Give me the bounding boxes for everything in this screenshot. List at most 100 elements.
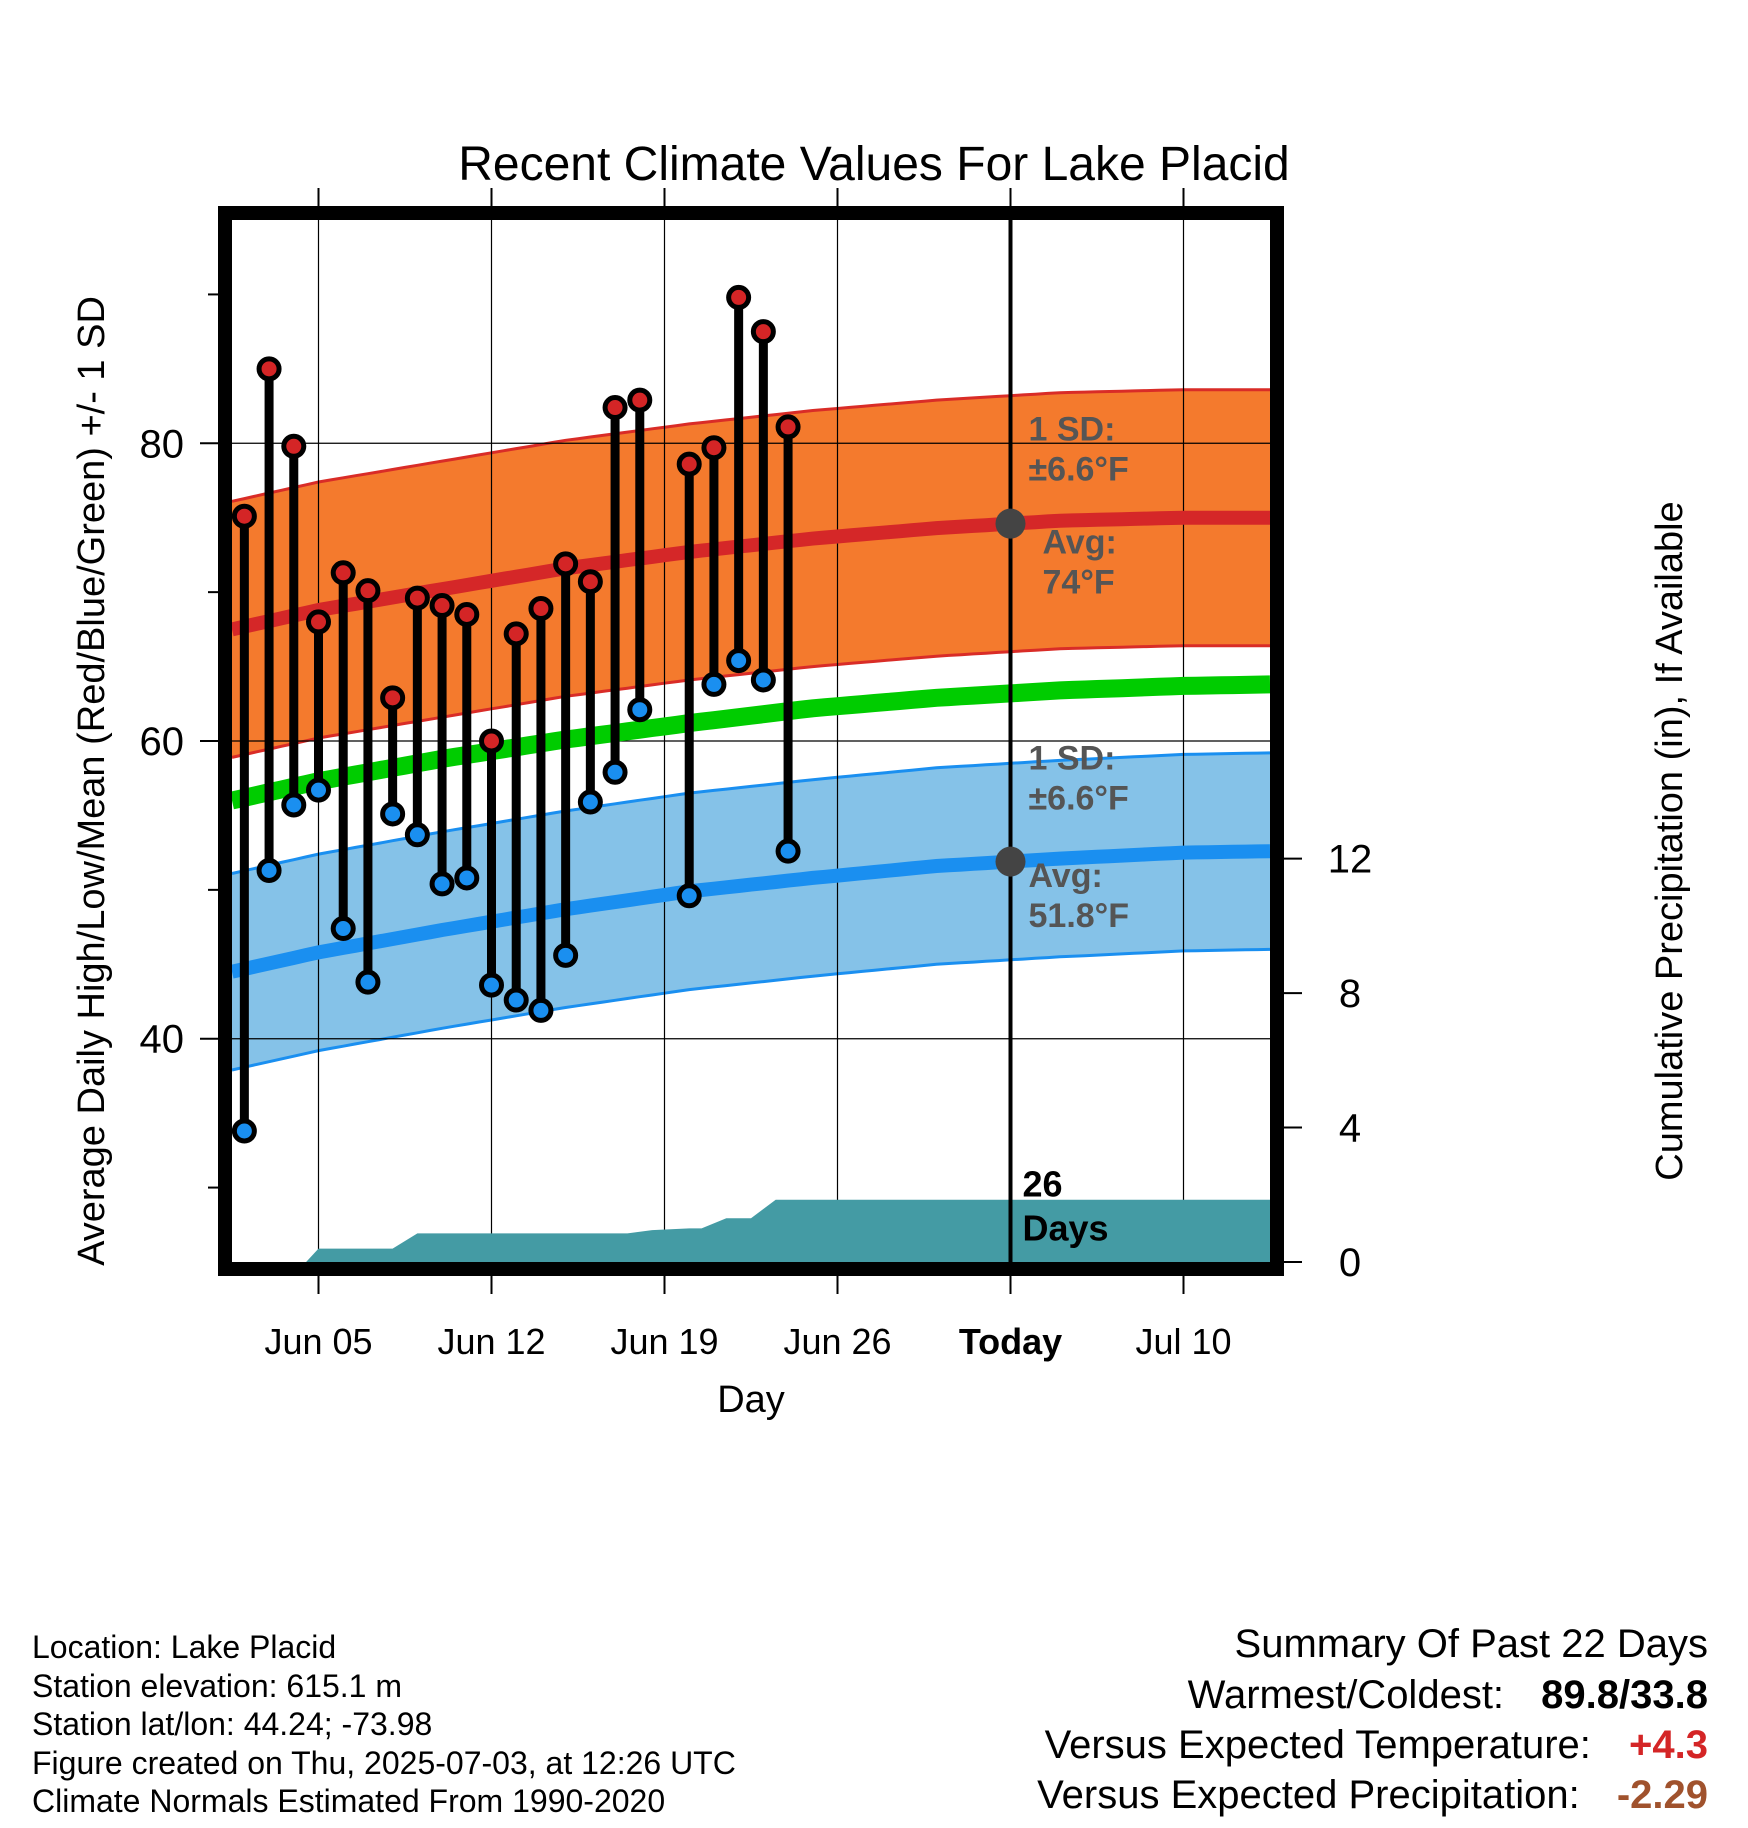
high-avg-annotation: Avg: 74°F [1043,523,1117,601]
daily-high-point [256,356,282,382]
low-band-upper-edge [231,751,1271,875]
daily-high-point [306,609,331,635]
daily-high-point [577,569,603,595]
daily-low-point [577,789,603,815]
x-tick-label: Jun 12 [437,1321,545,1362]
daily-low-point [429,871,455,897]
daily-high-point [404,585,430,611]
daily-high-point [355,578,381,604]
daily-low-point [454,865,480,891]
info-latlon: Station lat/lon: 44.24; -73.98 [32,1706,433,1742]
daily-high-point [726,284,752,310]
normal-bands [231,388,1271,1072]
summary-warmest-label: Warmest/Coldest: [1187,1673,1505,1717]
summary-warmest-row: Warmest/Coldest: 89.8/33.8 [1037,1670,1708,1720]
daily-high-point [750,319,776,345]
daily-low-point [479,972,504,998]
summary-title: Summary Of Past 22 Days [1234,1622,1708,1666]
daily-high-point [553,551,579,577]
x-axis-label: Day [717,1379,785,1421]
low-avg-annotation: Avg: 51.8°F [1029,857,1130,935]
daily-low-point [306,777,331,803]
daily-low-point [355,969,381,995]
daily-high-point [775,414,801,440]
cumulative-precip-fill [232,1199,1270,1262]
summary-temp-label: Versus Expected Temperature: [1044,1723,1591,1767]
y-tick-label: 60 [140,720,185,764]
high-band-upper-edge [231,388,1270,503]
daily-high-point [281,433,307,459]
y2-tick-label: 12 [1328,838,1373,882]
daily-low-point [676,883,702,909]
high-mean-line [230,510,1270,637]
y-tick-label: 40 [140,1018,185,1062]
y2-tick-label: 4 [1339,1107,1361,1151]
info-created: Figure created on Thu, 2025-07-03, at 12… [32,1744,736,1781]
x-tick-label: Jun 19 [610,1321,718,1362]
plot-frame [218,206,1284,1276]
x-tick-label: Jul 10 [1135,1321,1231,1362]
daily-high-point [528,596,554,622]
daily-low-point [627,697,653,723]
daily-low-point [404,822,430,848]
observations [231,284,801,1144]
x-tick-label: Jun 05 [264,1321,372,1362]
daily-low-point [503,987,529,1013]
axes: 40 60 80 0 4 8 12 Jun 05 Jun 12 Jun 19 Jun 26 Today… [71,188,1691,1421]
info-normals: Climate Normals Estimated From 1990-2020 [32,1783,666,1819]
daily-low-point [726,648,752,674]
low-band-lower-edge [231,947,1271,1072]
plot-border [218,206,1284,1276]
daily-high-point [429,593,455,619]
summary-precip-label: Versus Expected Precipitation: [1037,1773,1580,1817]
daily-low-point [602,759,628,785]
summary-warmest-value: 89.8/33.8 [1541,1673,1708,1717]
daily-low-point [256,858,282,884]
low-mean-line [230,844,1271,979]
daily-low-point [281,792,307,818]
daily-high-point [503,621,529,647]
daily-high-point [231,503,257,529]
daily-low-point [553,942,579,968]
daily-high-point [479,728,504,754]
station-info: Location: Lake Placid Station elevation:… [32,1628,736,1821]
x-tick-label: Today [959,1321,1062,1362]
mean-lines [230,510,1271,979]
daily-high-point [627,387,653,413]
daily-low-point [380,801,406,827]
high-sd-annotation: 1 SD: ±6.6°F [1029,410,1129,488]
daily-high-point [454,601,480,627]
y2-axis-label: Cumulative Precipitation (in), If Availa… [1649,501,1691,1180]
precip-days-annotation: 26 Days [1023,1164,1109,1249]
daily-low-point [701,671,727,697]
summary-temp-value: +4.3 [1629,1723,1708,1767]
daily-high-point [380,685,406,711]
summary-precip-row: Versus Expected Precipitation: -2.29 [1037,1770,1708,1820]
y2-tick-label: 0 [1339,1241,1361,1285]
daily-high-point [701,435,727,461]
low-sd-annotation: 1 SD: ±6.6°F [1029,739,1129,817]
daily-high-point [330,560,356,586]
daily-low-point [528,997,554,1023]
y2-tick-label: 8 [1339,972,1361,1016]
daily-high-point [676,451,702,477]
high-band-lower-edge [231,644,1270,759]
chart-title: Recent Climate Values For Lake Placid [458,138,1290,191]
today-low-marker [995,846,1026,877]
overall-mean-line [230,675,1271,810]
info-elevation: Station elevation: 615.1 m [32,1667,403,1704]
summary-precip-value: -2.29 [1616,1773,1708,1817]
daily-low-point [775,838,801,864]
annotations: 1 SD: ±6.6°F Avg: 74°F 1 SD: ±6.6°F Avg: 51.8°F… [995,410,1130,1249]
today-high-marker [995,508,1026,539]
daily-low-point [750,667,776,693]
precipitation-area [232,1199,1270,1262]
daily-high-point [602,395,628,421]
x-tick-label: Jun 26 [783,1321,891,1362]
info-location: Location: Lake Placid [32,1629,337,1665]
y-tick-label: 80 [140,422,185,466]
y-axis-label: Average Daily High/Low/Mean (Red/Blue/Gr… [71,296,113,1266]
daily-low-point [330,916,356,942]
summary-temp-row: Versus Expected Temperature: +4.3 [1037,1720,1708,1770]
